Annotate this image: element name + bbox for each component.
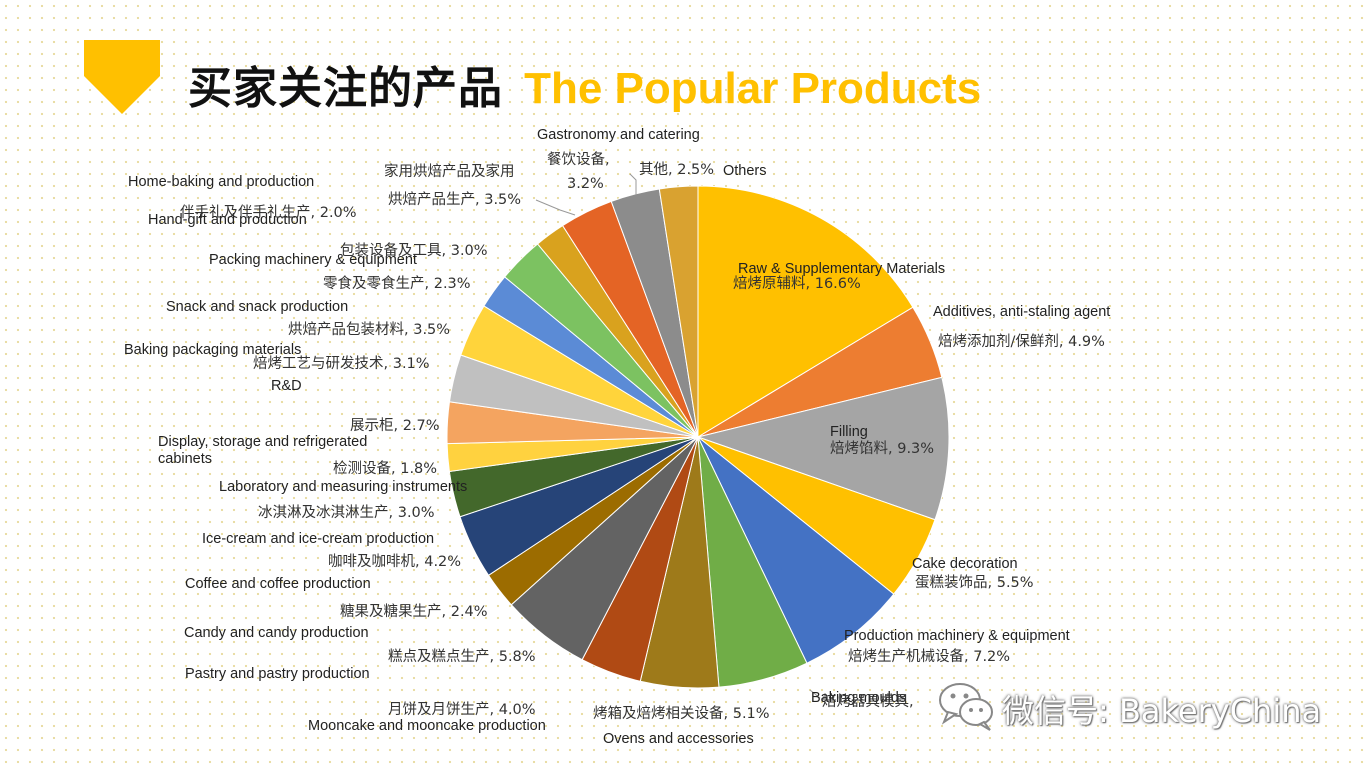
- slice-label-en: Filling: [830, 424, 868, 440]
- slice-label-en: Baking moulds: [811, 690, 906, 706]
- slice-label-en: Ovens and accessories: [603, 731, 754, 747]
- slice-label-cn: 焙烤添加剂/保鲜剂, 4.9%: [938, 333, 1105, 350]
- slice-label-cn: 其他, 2.5%: [639, 161, 714, 178]
- chevron-badge-icon: [84, 40, 160, 114]
- slice-label-en: Snack and snack production: [166, 299, 348, 315]
- pie-slice: [697, 185, 914, 438]
- slice-label-en: Raw & Supplementary Materials: [738, 261, 945, 277]
- page-title: 买家关注的产品 The Popular Products: [188, 52, 981, 116]
- leader-line: [535, 199, 576, 216]
- slice-label-cn: 家用烘焙产品及家用: [384, 163, 515, 180]
- leader-lines: [535, 173, 821, 699]
- slice-label-cn: 伴手礼及伴手礼生产, 2.0%: [180, 204, 357, 221]
- slice-label-cn: 糖果及糖果生产, 2.4%: [340, 603, 488, 620]
- slice-label-en: Packing machinery & equipment: [209, 252, 417, 268]
- slice-label-cn: 烤箱及焙烤相关设备, 5.1%: [593, 705, 770, 722]
- slice-label-en: Candy and candy production: [184, 625, 369, 641]
- slice-label-en: Additives, anti-staling agent: [933, 304, 1110, 320]
- slice-label-cn: 烘焙产品包装材料, 3.5%: [288, 321, 450, 338]
- pie-slices: [446, 185, 950, 689]
- slice-label-cn: 月饼及月饼生产, 4.0%: [388, 701, 536, 718]
- slice-label-cn: 检测设备, 1.8%: [333, 460, 437, 477]
- pie-slice: [658, 185, 699, 438]
- slice-label-en: Laboratory and measuring instruments: [219, 479, 467, 495]
- slice-label-cn: 焙烤馅料, 9.3%: [830, 440, 934, 457]
- title-english: The Popular Products: [524, 64, 982, 113]
- slice-label-en: Ice-cream and ice-cream production: [202, 531, 434, 547]
- slice-label-cn: 餐饮设备,: [547, 151, 610, 168]
- slice-label-cn: 焙烤器具模具,: [822, 693, 914, 710]
- slice-label-en: Mooncake and mooncake production: [308, 718, 546, 734]
- leader-line: [629, 173, 637, 195]
- slice-label-cn: 焙烤生产机械设备, 7.2%: [848, 648, 1010, 665]
- slice-label-en: Home-baking and production: [128, 174, 314, 190]
- slice-label-en: Coffee and coffee production: [185, 576, 371, 592]
- slice-label-en: Pastry and pastry production: [185, 666, 370, 682]
- leader-line: [809, 689, 821, 699]
- slice-label-en: Gastronomy and catering: [537, 127, 700, 143]
- slice-label-en: Others: [723, 163, 767, 179]
- slice-label-cn: 咖啡及咖啡机, 4.2%: [328, 553, 461, 570]
- pie-slice: [697, 436, 895, 664]
- slice-label-cn: 蛋糕装饰品, 5.5%: [915, 574, 1034, 591]
- slice-label-en: R&D: [271, 378, 302, 394]
- slice-label-cn: 焙烤原辅料, 16.6%: [733, 275, 861, 292]
- slice-label-cn: 3.2%: [567, 176, 604, 192]
- slice-label-cn: 糕点及糕点生产, 5.8%: [388, 648, 536, 665]
- watermark-text: 微信号: BakeryChina: [1002, 692, 1322, 730]
- slice-label-en: Baking packaging materials: [124, 342, 301, 358]
- slice-label-cn: 展示柜, 2.7%: [350, 417, 440, 434]
- slice-label-en: Production machinery & equipment: [844, 628, 1070, 644]
- slice-label-cn: 焙烤工艺与研发技术, 3.1%: [253, 355, 430, 372]
- slice-label-en: Display, storage and refrigerated: [158, 434, 367, 450]
- title-chinese: 买家关注的产品: [188, 63, 503, 114]
- slice-label-cn: 零食及零食生产, 2.3%: [323, 275, 471, 292]
- pie-slice: [696, 376, 950, 521]
- slice-label-en: Cake decoration: [912, 556, 1018, 572]
- wechat-icon: [939, 683, 993, 731]
- watermark: 微信号: BakeryChina: [936, 676, 1326, 736]
- slice-label-cn: 冰淇淋及冰淇淋生产, 3.0%: [258, 504, 435, 521]
- slice-label-cn: 包装设备及工具, 3.0%: [340, 242, 488, 259]
- slice-label-en: cabinets: [158, 451, 212, 467]
- slice-label-en: Hand-gift and production: [148, 212, 307, 228]
- slice-label-cn: 烘焙产品生产, 3.5%: [388, 191, 521, 208]
